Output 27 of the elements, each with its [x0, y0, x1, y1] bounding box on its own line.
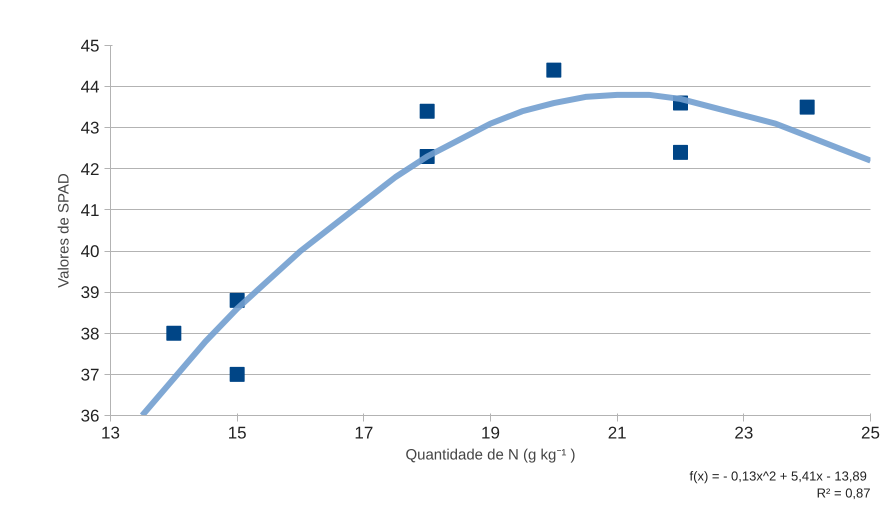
- text: f(x) = - 0,13x^2 + 5,41x - 13,89: [690, 468, 867, 484]
- y-tick-label: 41: [80, 200, 100, 220]
- x-tick-label: 21: [608, 424, 627, 442]
- y-tick-label: 38: [80, 324, 100, 344]
- y-tick-label: 39: [80, 283, 100, 302]
- x-axis-title: Quantidade de N (g kg⁻¹ ): [405, 446, 576, 464]
- y-tick-label: 37: [80, 365, 100, 384]
- point: [166, 326, 182, 341]
- x-tick-label: 19: [481, 424, 500, 442]
- y-axis-title: Valores de SPAD: [56, 173, 73, 288]
- y-tick-label: 44: [80, 78, 100, 97]
- y-tick-label: 45: [80, 36, 100, 56]
- y-tick-label: 40: [80, 242, 100, 262]
- point: [800, 100, 815, 115]
- x-tick-label: 25: [861, 424, 880, 442]
- x-tick-label: 13: [101, 424, 120, 442]
- x-tick-label: 17: [354, 424, 374, 442]
- point: [673, 144, 688, 160]
- x-tick-label: 23: [734, 424, 754, 442]
- point: [546, 62, 562, 78]
- x-tick-label: 15: [228, 424, 247, 442]
- point: [420, 104, 435, 119]
- y-tick-label: 36: [80, 406, 100, 426]
- y-tick-label: 42: [80, 160, 100, 179]
- text: R² = 0,87: [816, 486, 871, 500]
- point: [230, 366, 245, 382]
- y-tick-label: 43: [80, 118, 100, 138]
